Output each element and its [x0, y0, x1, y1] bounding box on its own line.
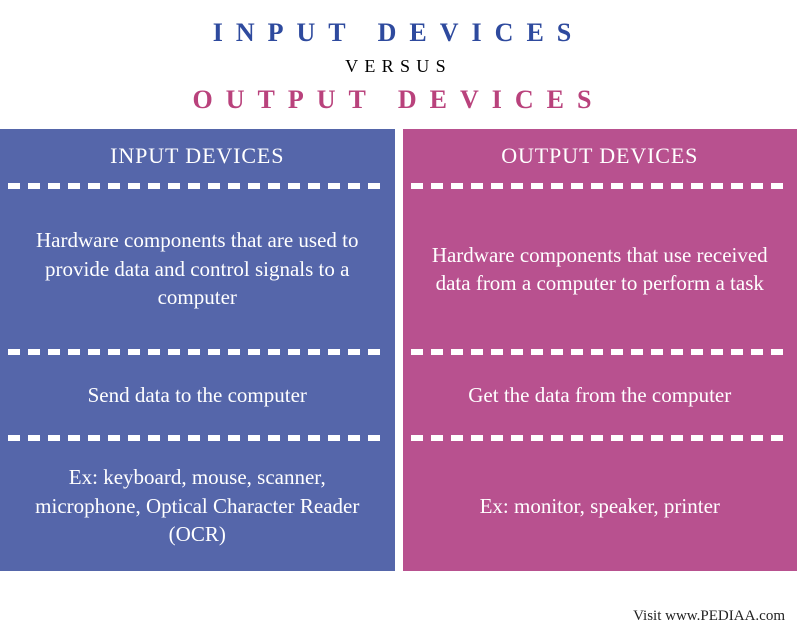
footer-credit: Visit www.PEDIAA.com — [633, 608, 785, 625]
column-right: OUTPUT DEVICES Hardware components that … — [403, 129, 797, 571]
right-cell-definition: Hardware components that use received da… — [403, 189, 797, 349]
left-cell-definition: Hardware components that are used to pro… — [0, 189, 395, 349]
column-left: INPUT DEVICES Hardware components that a… — [0, 129, 395, 571]
column-left-header: INPUT DEVICES — [0, 129, 395, 183]
title-input: INPUT DEVICES — [0, 18, 797, 48]
column-right-header: OUTPUT DEVICES — [403, 129, 797, 183]
right-cell-examples: Ex: monitor, speaker, printer — [403, 441, 797, 571]
title-output: OUTPUT DEVICES — [0, 85, 797, 115]
comparison-columns: INPUT DEVICES Hardware components that a… — [0, 129, 797, 571]
right-cell-action: Get the data from the computer — [403, 355, 797, 435]
title-versus: VERSUS — [0, 56, 797, 77]
left-cell-examples: Ex: keyboard, mouse, scanner, microphone… — [0, 441, 395, 571]
header: INPUT DEVICES VERSUS OUTPUT DEVICES — [0, 0, 797, 129]
left-cell-action: Send data to the computer — [0, 355, 395, 435]
